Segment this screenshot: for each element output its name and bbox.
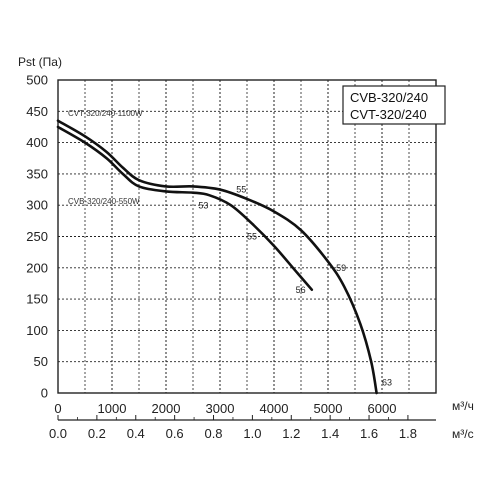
y-tick-label: 0 bbox=[41, 386, 48, 401]
series-name-1: CVB-320/240-550W bbox=[68, 197, 140, 206]
x-tick-primary-label: 4000 bbox=[260, 401, 289, 416]
x-tick-primary-label: 1000 bbox=[98, 401, 127, 416]
x-axis-secondary-ticks: 0.0 0.2 0.4 0.6 0.8 1.0 1.2 1.4 1.6 1.8 bbox=[49, 415, 417, 441]
series-name-0: CVT-320/240-1100W bbox=[68, 109, 143, 118]
legend-item-0: CVB-320/240 bbox=[350, 90, 428, 105]
annotations: 55 53 55 59 56 63 bbox=[198, 185, 392, 388]
series-line-1 bbox=[56, 125, 314, 292]
x-tick-secondary-label: 0.6 bbox=[166, 426, 184, 441]
legend-frame bbox=[342, 85, 446, 125]
efficiency-annotation: 55 bbox=[236, 185, 246, 195]
x-axis-secondary-label: м³/с bbox=[452, 427, 474, 441]
x-tick-primary-label: 2000 bbox=[152, 401, 181, 416]
x-tick-secondary-label: 1.0 bbox=[243, 426, 261, 441]
grid-lines bbox=[58, 80, 436, 393]
efficiency-annotation: 53 bbox=[198, 200, 208, 210]
y-axis-label: Pst (Па) bbox=[18, 55, 62, 69]
series-line-0 bbox=[56, 119, 378, 395]
efficiency-annotation: 55 bbox=[247, 232, 257, 242]
x-tick-secondary-label: 1.8 bbox=[399, 426, 417, 441]
y-tick-label: 150 bbox=[26, 292, 48, 307]
y-tick-label: 500 bbox=[26, 73, 48, 88]
x-tick-primary-label: 3000 bbox=[206, 401, 235, 416]
x-tick-secondary-label: 0.2 bbox=[88, 426, 106, 441]
y-tick-label: 300 bbox=[26, 198, 48, 213]
x-axis-primary-label: м³/ч bbox=[452, 399, 474, 413]
legend-box: CVB-320/240 CVT-320/240 bbox=[342, 85, 446, 125]
x-tick-secondary-label: 0.4 bbox=[127, 426, 145, 441]
y-tick-label: 250 bbox=[26, 229, 48, 244]
efficiency-annotation: 63 bbox=[382, 377, 392, 387]
x-tick-secondary-label: 1.4 bbox=[321, 426, 339, 441]
x-tick-primary-label: 5000 bbox=[314, 401, 343, 416]
x-tick-primary-label: 6000 bbox=[368, 401, 397, 416]
y-tick-label: 100 bbox=[26, 323, 48, 338]
x-tick-primary-label: 0 bbox=[54, 401, 61, 416]
y-tick-label: 200 bbox=[26, 260, 48, 275]
y-tick-label: 400 bbox=[26, 135, 48, 150]
x-tick-secondary-label: 0.8 bbox=[204, 426, 222, 441]
x-tick-secondary-label: 1.2 bbox=[282, 426, 300, 441]
x-tick-secondary-label: 0.0 bbox=[49, 426, 67, 441]
series-group: CVT-320/240-1100W CVB-320/240-550W bbox=[56, 109, 378, 395]
y-tick-label: 50 bbox=[34, 354, 48, 369]
y-tick-label: 350 bbox=[26, 166, 48, 181]
y-tick-label: 450 bbox=[26, 104, 48, 119]
x-tick-secondary-label: 1.6 bbox=[360, 426, 378, 441]
legend-item-1: CVT-320/240 bbox=[350, 107, 427, 122]
x-axis-primary-ticks: 0 1000 2000 3000 4000 5000 6000 bbox=[54, 401, 396, 416]
efficiency-annotation: 56 bbox=[296, 285, 306, 295]
efficiency-annotation: 59 bbox=[336, 263, 346, 273]
